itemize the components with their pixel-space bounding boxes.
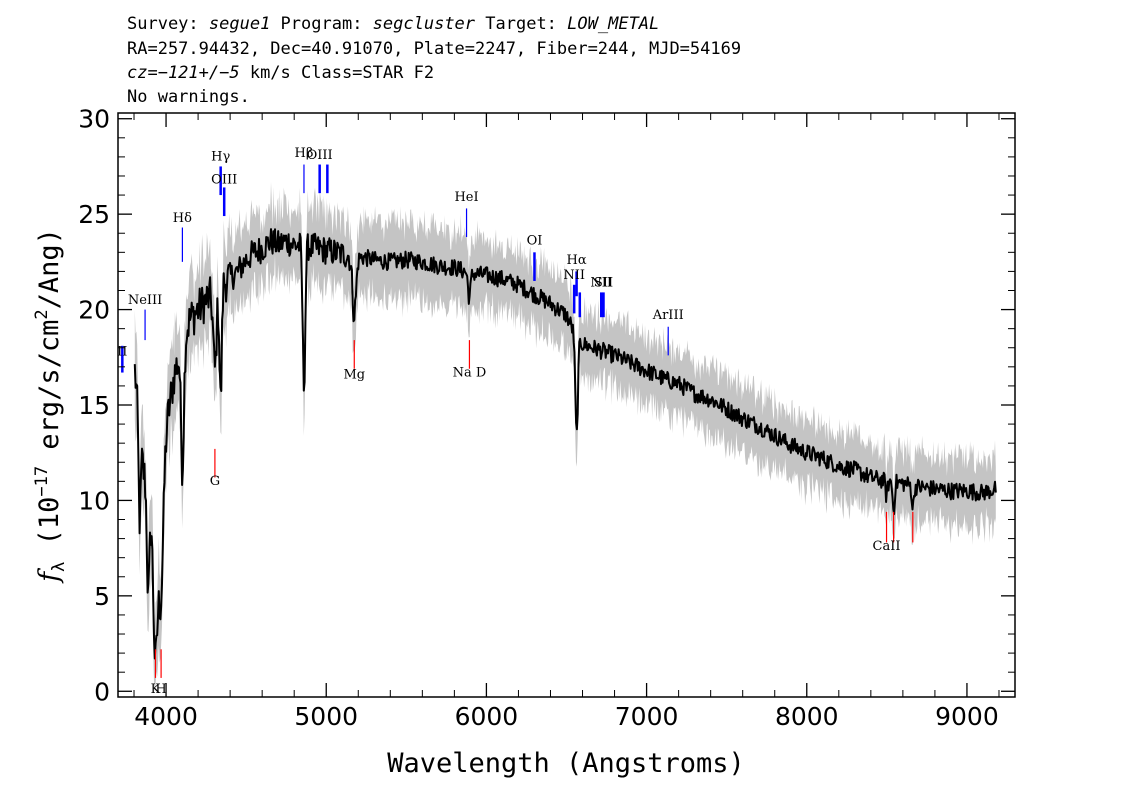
emission-line-label: Hγ xyxy=(211,150,230,165)
absorption-line-label: H xyxy=(155,682,166,697)
y-tick-label: 20 xyxy=(78,296,110,325)
emission-line-label: NII xyxy=(563,268,585,283)
header-line-2: RA=257.94432, Dec=40.91070, Plate=2247, … xyxy=(127,39,741,59)
emission-line-label: II xyxy=(117,344,127,359)
y-tick-label: 15 xyxy=(78,391,110,420)
absorption-line-label: K xyxy=(151,682,161,697)
program-value: segcluster xyxy=(373,14,476,34)
y-tick-label: 30 xyxy=(78,105,110,134)
x-axis-title: Wavelength (Angstroms) xyxy=(387,748,745,779)
emission-line-label: NeIII xyxy=(128,293,162,308)
y-tick-label: 25 xyxy=(78,200,110,229)
axes: 4000 5000 6000 7000 8000 9000 0 5 10 15 20 25 30 xyxy=(78,105,1016,731)
absorption-line-label: Mg xyxy=(343,367,365,382)
plot-frame xyxy=(117,112,1016,698)
emission-line-label: NII xyxy=(590,276,612,291)
spectrum-line xyxy=(133,228,997,660)
absorption-line-label: G xyxy=(210,474,220,489)
survey-value: segue1 xyxy=(209,14,270,34)
spectral-line-labels: IINeIIIHδHγOIIIHβOIIIHeIOINIIHαNIISIIArI… xyxy=(117,146,900,697)
y-tick-label: 0 xyxy=(94,677,110,706)
plot-area xyxy=(121,164,997,692)
error-band xyxy=(134,182,996,692)
absorption-line-label: Na D xyxy=(453,365,487,380)
spectral-line-markers xyxy=(121,164,914,678)
emission-line-label: Hβ xyxy=(295,146,314,161)
header-line-1: Survey: segue1 Program: segcluster Targe… xyxy=(127,14,659,34)
emission-line-label: OI xyxy=(527,234,543,249)
x-tick-label: 5000 xyxy=(294,702,358,731)
x-tick-label: 9000 xyxy=(935,702,999,731)
y-tick-label: 10 xyxy=(78,486,110,515)
x-tick-label: 4000 xyxy=(134,702,198,731)
header-line-3: cz=−121+/−5 km/s Class=STAR F2 xyxy=(127,63,434,83)
emission-line-label: Hα xyxy=(567,253,587,268)
emission-line-label: OIII xyxy=(211,173,237,188)
absorption-line-label: CaII xyxy=(873,539,901,554)
target-value: LOW_METAL xyxy=(567,14,659,34)
y-axis-title: fλ (10−17 erg/s/cm2/Ang) xyxy=(32,228,69,584)
emission-line-label: Hδ xyxy=(173,211,192,226)
x-tick-label: 6000 xyxy=(455,702,519,731)
emission-line-label: OIII xyxy=(307,148,333,163)
x-tick-label: 8000 xyxy=(775,702,839,731)
x-tick-label: 7000 xyxy=(615,702,679,731)
header-line-4: No warnings. xyxy=(127,87,250,107)
redshift-value: cz=−121+/−5 xyxy=(127,63,240,83)
emission-line-label: SII xyxy=(594,276,613,291)
emission-line-label: ArIII xyxy=(652,308,684,323)
y-tick-label: 5 xyxy=(94,582,110,611)
emission-line-label: HeI xyxy=(454,190,478,205)
